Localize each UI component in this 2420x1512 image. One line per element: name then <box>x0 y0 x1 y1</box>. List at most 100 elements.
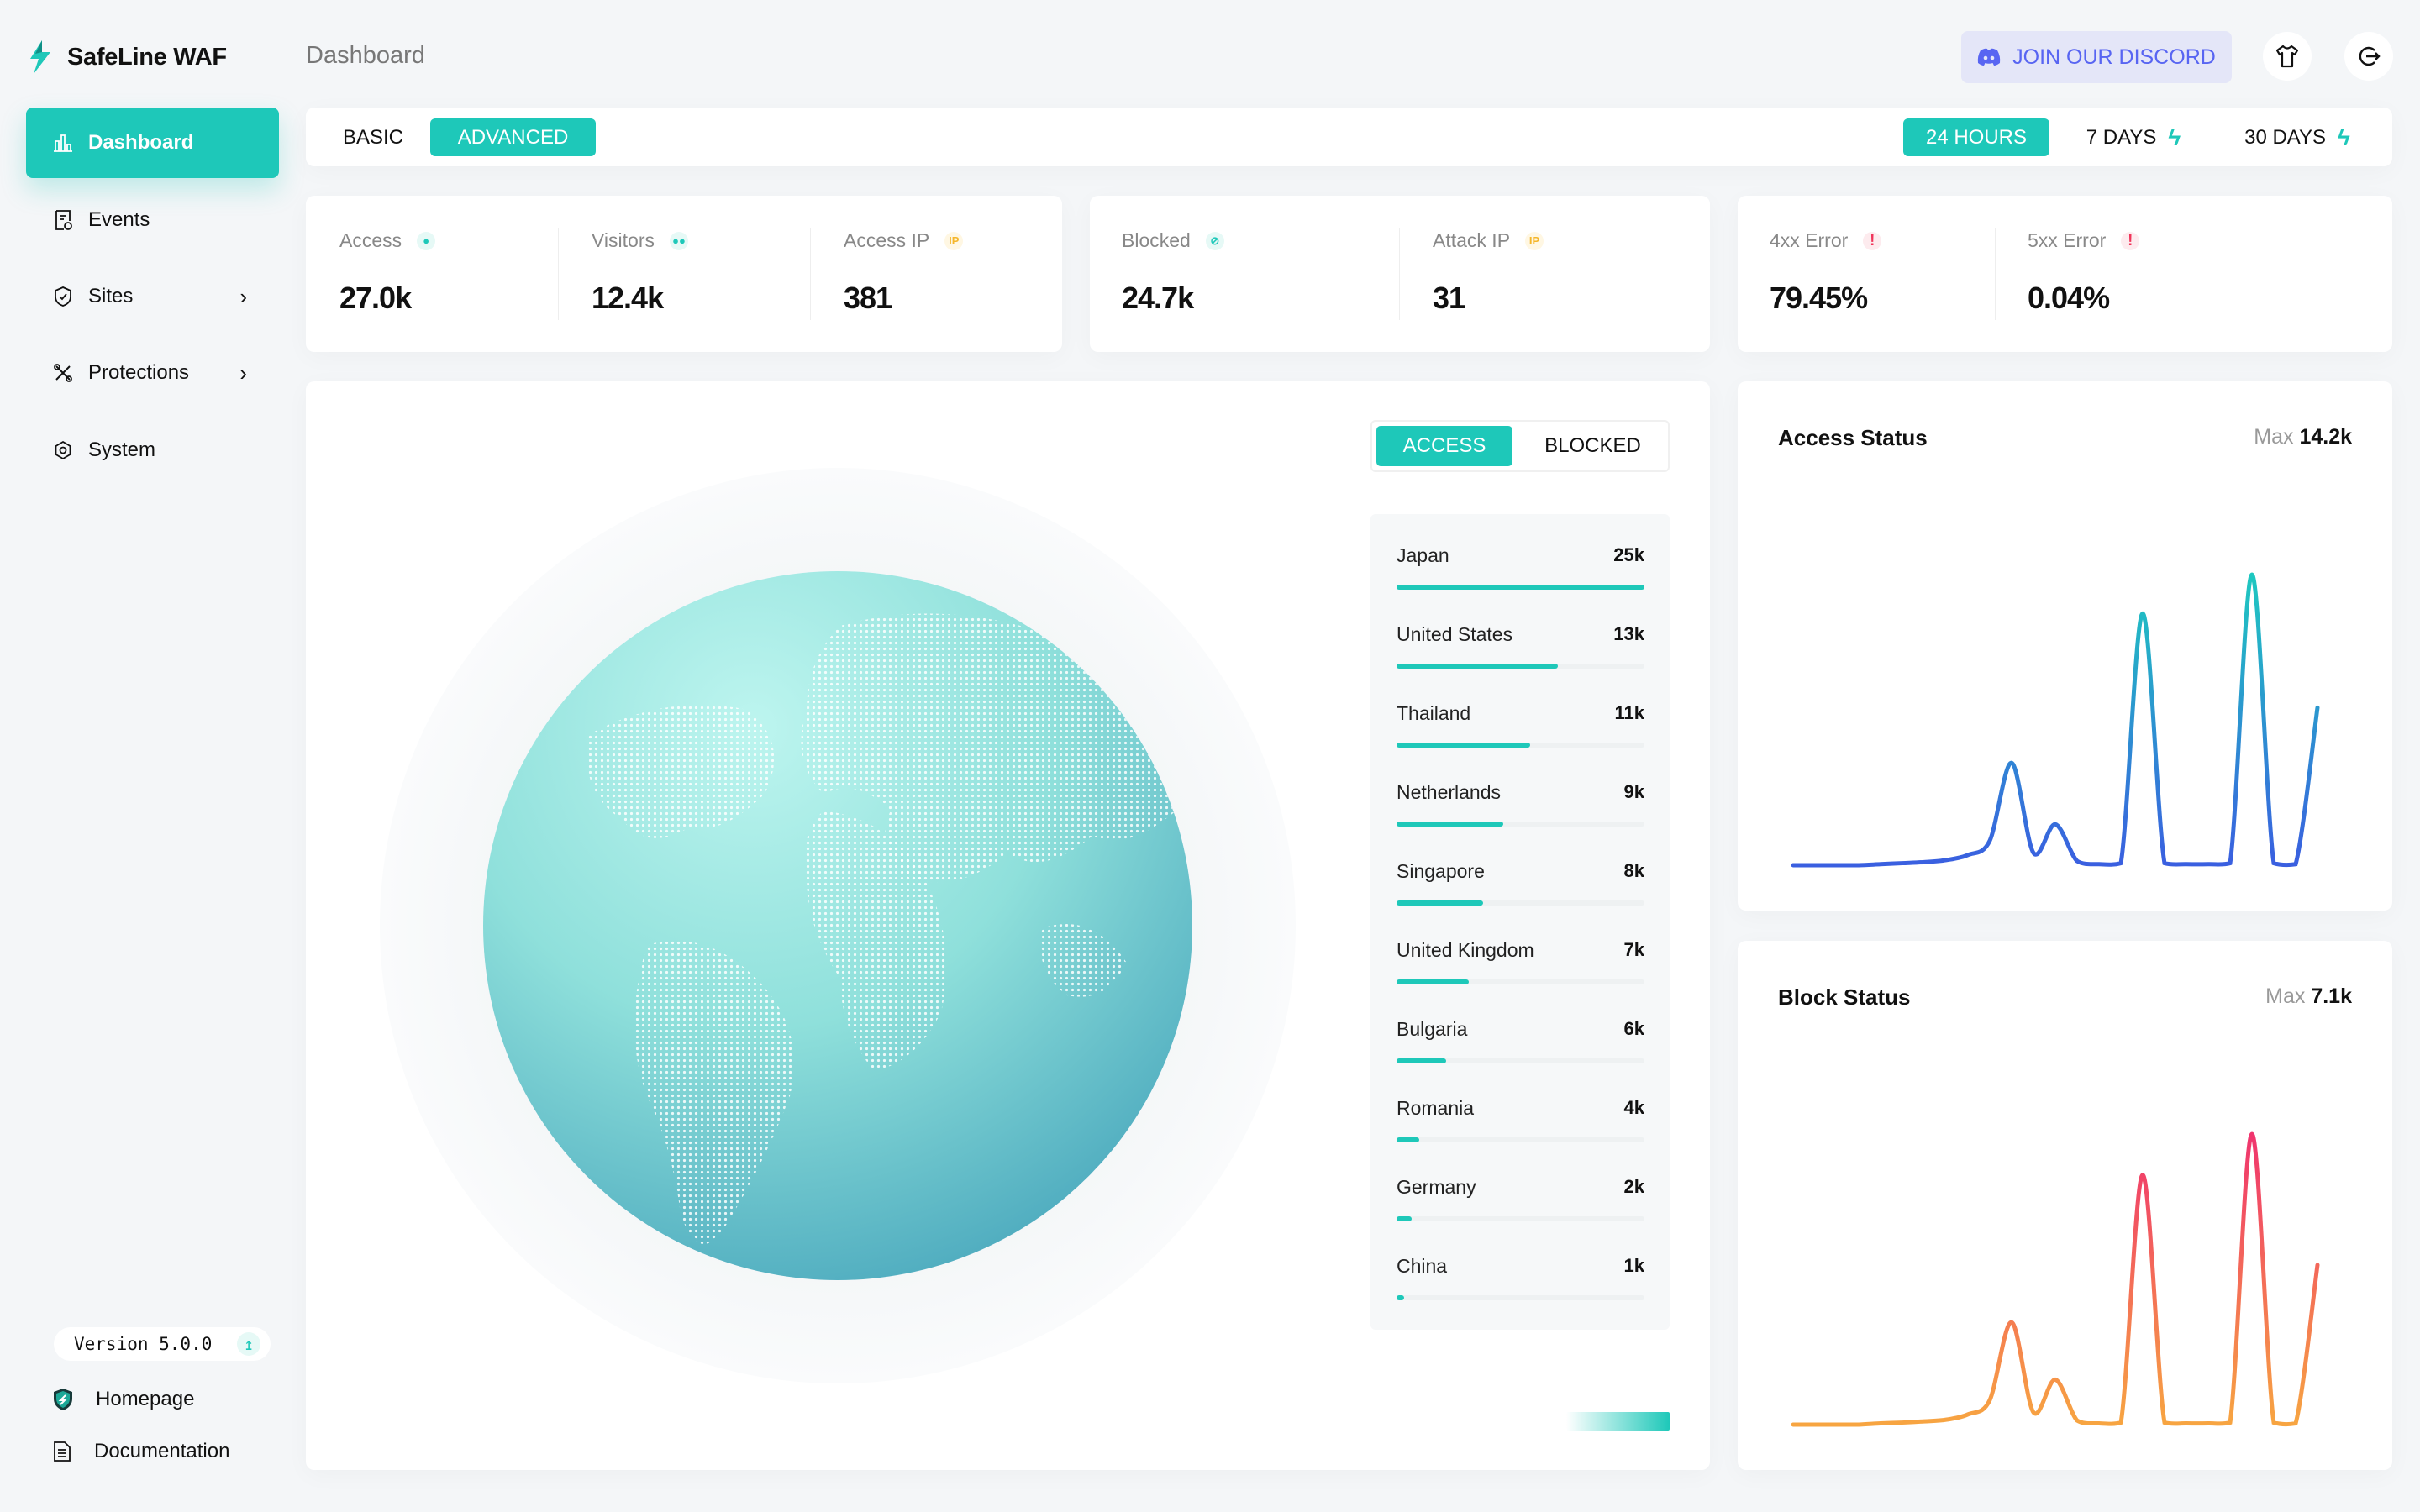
warning-icon: ! <box>2121 231 2140 250</box>
country-name: Germany <box>1397 1176 1476 1198</box>
country-bar-fill <box>1397 1295 1404 1300</box>
globe[interactable] <box>370 458 1311 1399</box>
country-name: Japan <box>1397 544 1449 566</box>
country-bar-track <box>1397 1295 1644 1300</box>
country-bar-fill <box>1397 822 1503 827</box>
sidebar-item-sites[interactable]: Sites › <box>26 261 279 332</box>
stat-label: Access <box>339 229 402 251</box>
country-bar-track <box>1397 1058 1644 1063</box>
user-icon: ● <box>417 231 436 250</box>
users-icon: ●● <box>670 231 688 250</box>
stat-value: 31 <box>1433 281 1465 315</box>
stat-5xx-error: 5xx Error! 0.04% <box>2028 229 2140 316</box>
country-name: United States <box>1397 623 1513 645</box>
stat-value: 381 <box>844 281 892 315</box>
stat-value: 79.45% <box>1770 281 1868 315</box>
tab-advanced[interactable]: ADVANCED <box>430 118 596 156</box>
tab-label: 7 DAYS <box>2086 125 2157 149</box>
sidebar-item-label: Sites <box>88 285 134 307</box>
documentation-link[interactable]: Documentation <box>52 1440 229 1463</box>
map-mode-toggle: ACCESS BLOCKED <box>1370 420 1670 472</box>
discord-label: JOIN OUR DISCORD <box>2012 45 2216 69</box>
pro-bolt-icon: ϟ <box>2168 123 2181 150</box>
stat-visitors: Visitors ●● 12.4k <box>592 229 688 316</box>
max-label: Max <box>2254 425 2294 449</box>
country-row: United States 13k <box>1397 593 1644 672</box>
country-row: Germany 2k <box>1397 1146 1644 1225</box>
country-value: 11k <box>1614 702 1645 723</box>
logout-button[interactable] <box>2344 32 2393 81</box>
access-status-chart <box>1791 572 2320 868</box>
country-ranking-list: Japan 25k United States 13k Thailand 11k… <box>1370 514 1670 1330</box>
block-status-card: Block Status Max 7.1k <box>1738 941 2392 1470</box>
documentation-label: Documentation <box>94 1440 230 1462</box>
homepage-link[interactable]: Homepage <box>52 1388 194 1411</box>
chart-max: Max 14.2k <box>2254 425 2352 449</box>
join-discord-button[interactable]: JOIN OUR DISCORD <box>1961 31 2232 83</box>
stat-blocked: Blocked ⊘ 24.7k <box>1122 229 1224 316</box>
country-row: Japan 25k <box>1397 514 1644 593</box>
tab-24-hours[interactable]: 24 HOURS <box>1903 118 2049 156</box>
pro-bolt-icon: ϟ <box>2338 123 2350 150</box>
country-value: 6k <box>1623 1018 1644 1039</box>
stat-access-ip: Access IP IP 381 <box>844 229 964 316</box>
country-bar-track <box>1397 900 1644 906</box>
country-bar-fill <box>1397 664 1558 669</box>
app-name: SafeLine WAF <box>67 43 227 71</box>
chart-max: Max 7.1k <box>2265 984 2352 1009</box>
country-name: Thailand <box>1397 702 1471 724</box>
sidebar-item-events[interactable]: Events <box>26 185 279 255</box>
country-bar-track <box>1397 1137 1644 1142</box>
app-logo[interactable]: SafeLine WAF <box>25 39 227 76</box>
country-value: 13k <box>1613 623 1644 644</box>
map-scale-legend <box>1566 1412 1670 1431</box>
homepage-label: Homepage <box>96 1388 195 1410</box>
max-value: 7.1k <box>2311 984 2352 1008</box>
safeline-shield-icon <box>54 1389 72 1410</box>
tools-icon <box>54 364 72 382</box>
country-bar-fill <box>1397 1216 1412 1221</box>
country-bar-fill <box>1397 585 1644 590</box>
chevron-right-icon: › <box>239 283 247 309</box>
max-label: Max <box>2265 984 2306 1008</box>
tab-7-days[interactable]: 7 DAYS ϟ <box>2070 118 2196 156</box>
country-bar-track <box>1397 585 1644 590</box>
country-bar-track <box>1397 822 1644 827</box>
country-row: United Kingdom 7k <box>1397 909 1644 988</box>
divider <box>810 228 811 320</box>
country-bar-track <box>1397 979 1644 984</box>
stat-access: Access ● 27.0k <box>339 229 436 316</box>
upgrade-icon[interactable]: ↥ <box>237 1332 260 1356</box>
tab-label: 30 DAYS <box>2244 125 2327 149</box>
events-icon <box>55 210 72 230</box>
version-label: Version 5.0.0 <box>74 1334 213 1354</box>
country-bar-track <box>1397 1216 1644 1221</box>
country-bar-fill <box>1397 1058 1446 1063</box>
sidebar-item-protections[interactable]: Protections › <box>26 338 279 408</box>
country-value: 4k <box>1623 1097 1644 1118</box>
tab-bar: BASIC ADVANCED 24 HOURS 7 DAYS ϟ 30 DAYS ϟ <box>306 108 2392 166</box>
stat-label: Visitors <box>592 229 655 251</box>
sidebar-item-system[interactable]: System <box>26 415 279 486</box>
toggle-blocked[interactable]: BLOCKED <box>1544 434 1641 457</box>
toggle-access[interactable]: ACCESS <box>1376 426 1512 466</box>
sidebar-item-dashboard[interactable]: Dashboard <box>26 108 279 178</box>
country-name: Netherlands <box>1397 781 1502 803</box>
traffic-stats-card: Access ● 27.0k Visitors ●● 12.4k Access IP… <box>306 196 1062 352</box>
stat-4xx-error: 4xx Error! 79.45% <box>1770 229 1882 316</box>
tab-basic[interactable]: BASIC <box>342 125 404 149</box>
ip-badge: IP <box>944 231 964 250</box>
country-value: 8k <box>1623 860 1644 881</box>
country-value: 9k <box>1623 781 1644 802</box>
chart-series-line <box>1791 572 2320 868</box>
tab-30-days[interactable]: 30 DAYS ϟ <box>2230 118 2365 156</box>
stat-label: Attack IP <box>1433 229 1511 251</box>
country-name: Romania <box>1397 1097 1475 1119</box>
country-name: Bulgaria <box>1397 1018 1468 1040</box>
blocked-stats-card: Blocked ⊘ 24.7k Attack IP IP 31 <box>1090 196 1710 352</box>
country-bar-track <box>1397 743 1644 748</box>
country-bar-fill <box>1397 1137 1419 1142</box>
stat-value: 0.04% <box>2028 281 2110 315</box>
divider <box>558 228 559 320</box>
tshirt-button[interactable] <box>2263 32 2312 81</box>
